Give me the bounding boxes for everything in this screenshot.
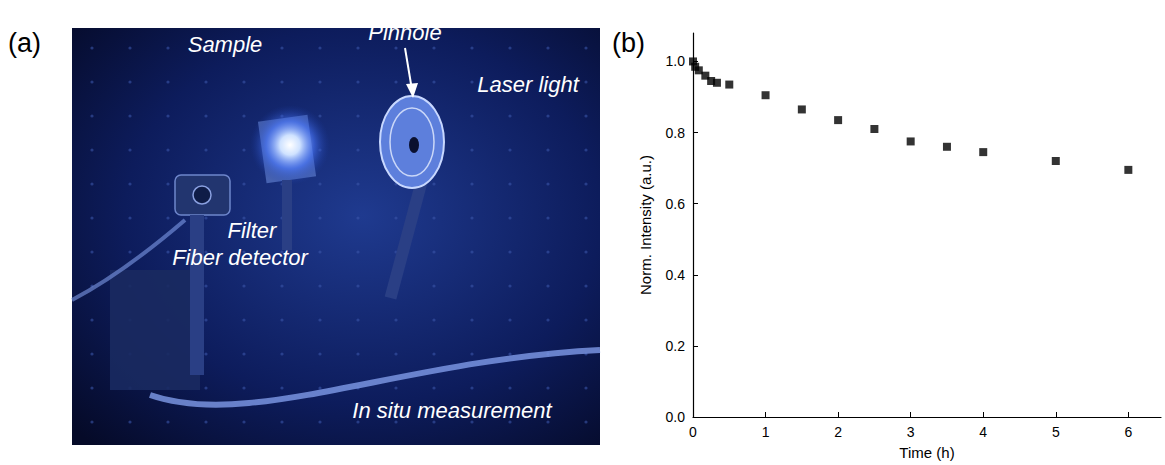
svg-text:2: 2 — [834, 424, 842, 440]
svg-text:Time (h): Time (h) — [899, 444, 954, 461]
svg-text:(a): (a) — [8, 28, 41, 58]
svg-text:Laser light: Laser light — [477, 72, 579, 97]
svg-text:1: 1 — [762, 424, 770, 440]
svg-text:6: 6 — [1124, 424, 1132, 440]
svg-text:5: 5 — [1052, 424, 1060, 440]
svg-text:Pinhole: Pinhole — [368, 20, 441, 45]
svg-text:(b): (b) — [612, 28, 645, 58]
svg-text:Fiber detector: Fiber detector — [172, 245, 309, 270]
svg-text:0.0: 0.0 — [666, 409, 686, 425]
svg-text:0: 0 — [689, 424, 697, 440]
svg-text:0.4: 0.4 — [666, 267, 686, 283]
svg-text:1.0: 1.0 — [666, 53, 686, 69]
svg-text:In situ measurement: In situ measurement — [352, 398, 552, 423]
svg-text:0.6: 0.6 — [666, 196, 686, 212]
svg-text:0.8: 0.8 — [666, 125, 686, 141]
svg-text:0.2: 0.2 — [666, 338, 686, 354]
svg-text:Sample: Sample — [188, 32, 263, 57]
svg-text:4: 4 — [979, 424, 987, 440]
svg-text:3: 3 — [907, 424, 915, 440]
svg-text:Norm. Intensity (a.u.): Norm. Intensity (a.u.) — [637, 155, 654, 295]
svg-text:Filter: Filter — [228, 218, 279, 243]
